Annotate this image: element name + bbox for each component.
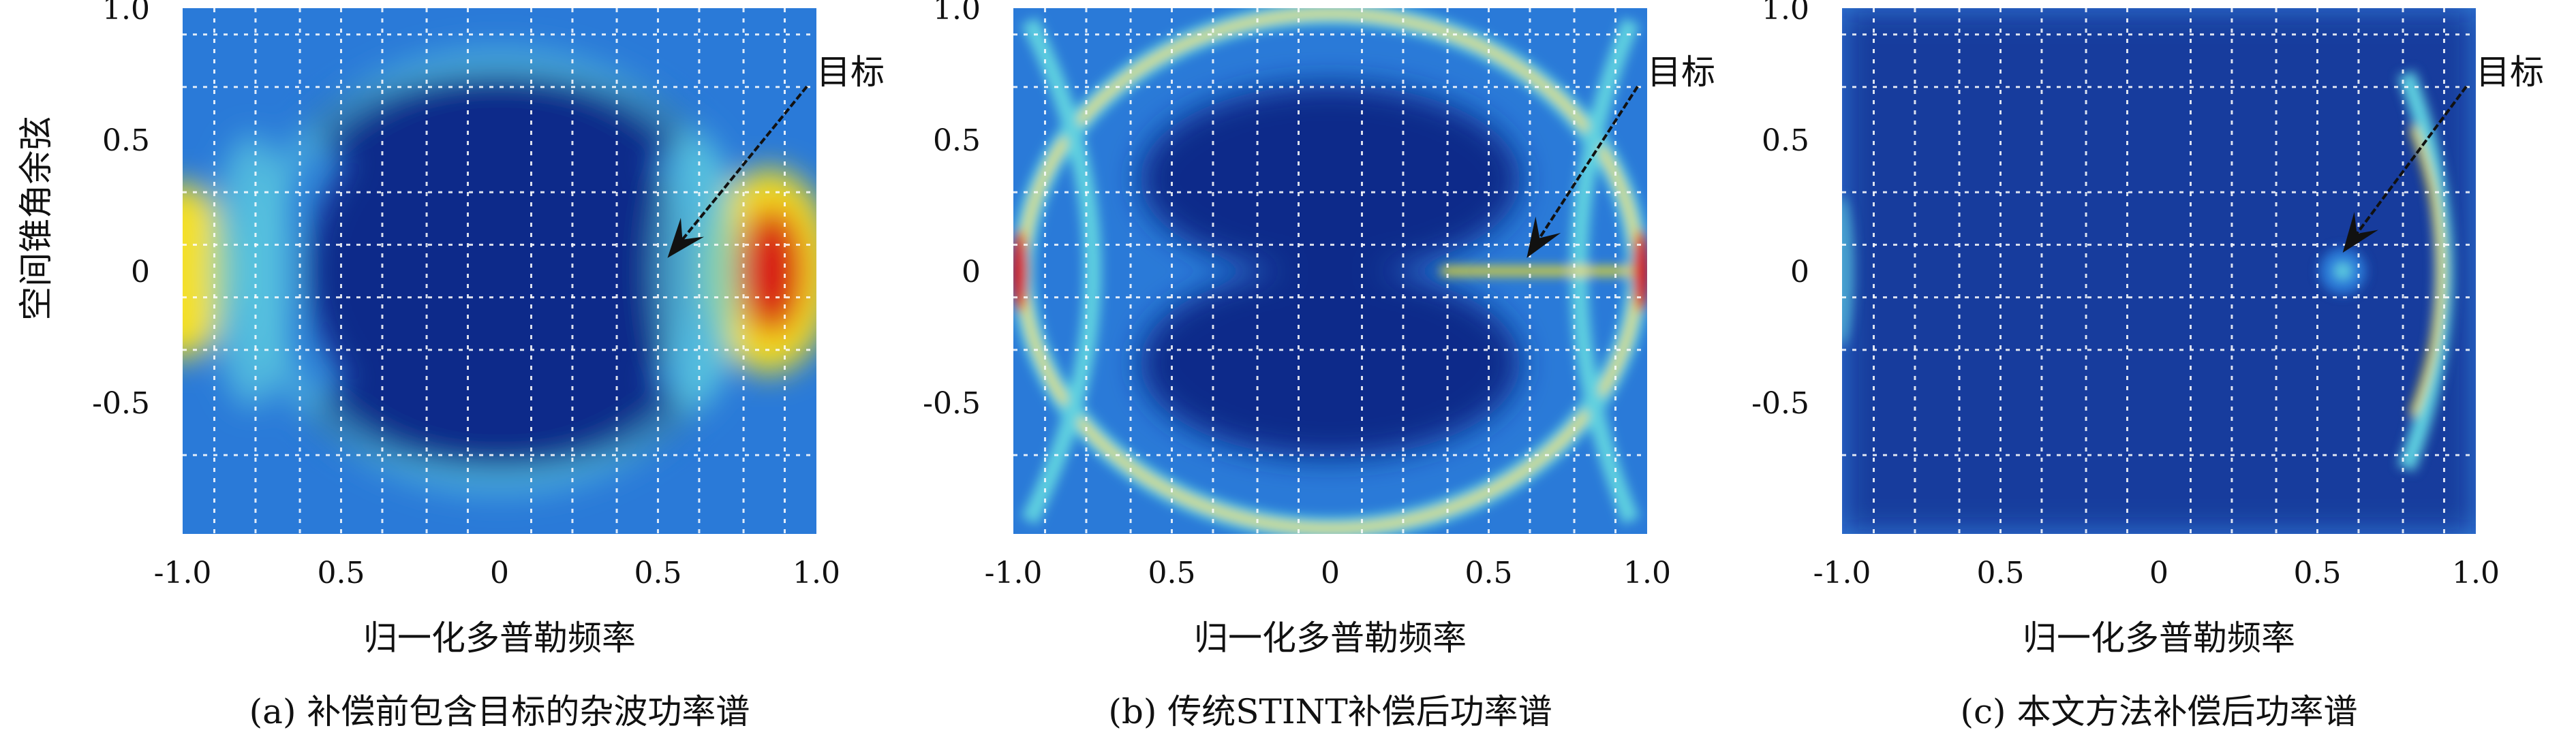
y-tick-label: 1.0 — [933, 0, 981, 27]
y-ticks-a: 1.0 0.5 0 -0.5 — [92, 0, 150, 421]
y-tick-label: 0.5 — [1762, 123, 1809, 158]
x-tick-label: -1.0 — [154, 556, 212, 590]
caption-a: (a) 补偿前包含目标的杂波功率谱 — [249, 692, 750, 731]
clutter-inner-left — [1021, 17, 1102, 525]
x-tick-label: 0.5 — [2294, 556, 2342, 590]
x-tick-label: 0 — [1321, 556, 1340, 590]
target-annotation-c: 目标 — [2342, 52, 2544, 253]
y-ticks-c: 1.0 0.5 0 -0.5 — [1751, 0, 1809, 421]
x-ticks-b: -1.0 0.5 0 0.5 1.0 — [985, 556, 1671, 590]
y-tick-label: 0 — [1790, 255, 1809, 289]
y-axis-title: 空间锥角余弦 — [16, 116, 56, 321]
y-ticks-b: 1.0 0.5 0 -0.5 — [923, 0, 981, 421]
x-ticks-c: -1.0 0.5 0 0.5 1.0 — [1813, 556, 2500, 590]
clutter-ridge-left — [211, 135, 294, 407]
grid-a — [183, 8, 816, 534]
target-arrow-a — [679, 85, 808, 243]
clutter-peak-right — [1632, 230, 1647, 312]
target-annotation-b: 目标 — [1527, 52, 1715, 258]
clutter-peak-right — [739, 206, 805, 336]
y-tick-label: -0.5 — [92, 386, 150, 421]
heatmap-field — [1842, 8, 2476, 534]
grid-b — [1013, 8, 1647, 534]
target-spot — [2334, 263, 2351, 279]
target-arrow-b — [1536, 85, 1639, 242]
y-tick-label: 0 — [962, 255, 981, 289]
x-tick-label: 0.5 — [318, 556, 365, 590]
panel-c: 目标 1.0 0.5 0 -0.5 -1.0 0.5 0 0.5 1.0 归一化… — [1751, 0, 2544, 731]
y-tick-label: -0.5 — [923, 386, 981, 421]
clutter-left-edge — [1842, 196, 1854, 346]
panel-b: 目标 1.0 0.5 0 -0.5 -1.0 0.5 0 0.5 1.0 归一化… — [923, 0, 1715, 731]
clutter-dark-top — [1140, 84, 1520, 274]
x-tick-label: 1.0 — [2452, 556, 2500, 590]
clutter-ridge-right — [655, 135, 737, 407]
y-tick-label: 0.5 — [933, 123, 981, 158]
panel-a: 目标 1.0 0.5 0 -0.5 -1.0 0.5 0 0.5 1.0 归一化… — [16, 0, 885, 731]
target-arrowhead-a — [667, 217, 705, 258]
x-tick-label: 0.5 — [634, 556, 682, 590]
x-tick-label: 0 — [490, 556, 509, 590]
y-tick-label: 1.0 — [1762, 0, 1809, 27]
clutter-arc-core — [2409, 125, 2444, 417]
target-arrow-c — [2353, 85, 2468, 238]
heatmap-field — [183, 47, 816, 495]
clutter-peak-left — [1013, 230, 1028, 312]
target-label-c: 目标 — [2476, 52, 2544, 92]
caption-b: (b) 传统STINT补偿后功率谱 — [1108, 692, 1552, 731]
caption-c: (c) 本文方法补偿后功率谱 — [1961, 692, 2358, 731]
x-tick-label: -1.0 — [985, 556, 1043, 590]
clutter-dark-top — [309, 74, 690, 179]
x-axis-title-b: 归一化多普勒频率 — [1194, 618, 1467, 658]
clutter-dark-bottom — [309, 363, 690, 469]
heatmap-c — [1842, 8, 2476, 534]
x-tick-label: 0.5 — [1148, 556, 1196, 590]
clutter-dark-bottom — [1140, 268, 1520, 458]
target-annotation-a: 目标 — [667, 52, 885, 258]
y-tick-label: -0.5 — [1751, 386, 1809, 421]
target-label-b: 目标 — [1647, 52, 1715, 92]
x-ticks-a: -1.0 0.5 0 0.5 1.0 — [154, 556, 840, 590]
y-tick-label: 0 — [131, 255, 150, 289]
heatmap-a — [183, 8, 816, 534]
heatmap-b — [1013, 8, 1647, 534]
x-tick-label: 0.5 — [1977, 556, 2025, 590]
heatmap-field — [1140, 84, 1520, 458]
x-tick-label: 1.0 — [1623, 556, 1671, 590]
grid-c — [1842, 8, 2476, 534]
y-tick-label: 0.5 — [102, 123, 150, 158]
x-tick-label: 0 — [2149, 556, 2168, 590]
target-label-a: 目标 — [816, 52, 885, 92]
y-tick-label: 1.0 — [102, 0, 150, 27]
heatmap-dark-field — [1842, 8, 2476, 534]
x-axis-title-c: 归一化多普勒频率 — [2023, 618, 2295, 658]
target-arrowhead-b — [1527, 217, 1561, 258]
x-tick-label: 0.5 — [1465, 556, 1513, 590]
target-arrowhead-c — [2342, 212, 2378, 253]
x-axis-title-a: 归一化多普勒频率 — [363, 618, 636, 658]
x-tick-label: 1.0 — [793, 556, 840, 590]
clutter-dark-core — [309, 92, 690, 450]
x-tick-label: -1.0 — [1813, 556, 1871, 590]
